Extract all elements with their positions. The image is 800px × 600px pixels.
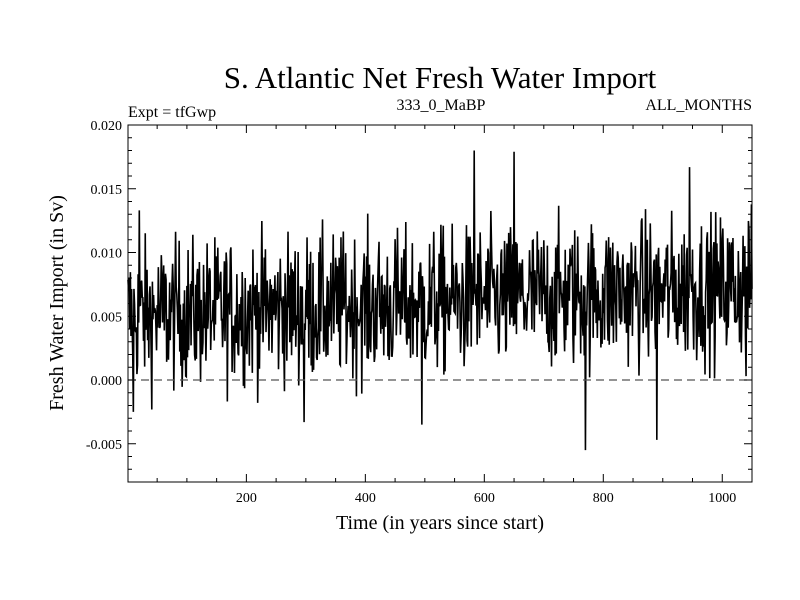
- y-tick-label: 0.015: [91, 183, 123, 198]
- y-tick-label: 0.020: [91, 119, 123, 134]
- experiment-label: Expt = tfGwp: [128, 104, 216, 121]
- chart-title: S. Atlantic Net Fresh Water Import: [224, 60, 657, 95]
- y-tick-label: 0.010: [91, 247, 123, 262]
- x-tick-label: 800: [593, 491, 614, 506]
- plot-data-lines: [127, 150, 753, 451]
- y-axis: -0.005 0.000 0.005 0.010 0.015 0.020: [86, 119, 752, 470]
- x-tick-label: 200: [236, 491, 257, 506]
- y-tick-label: 0.005: [91, 310, 123, 325]
- x-axis: 200 400 600 800 1000: [156, 125, 753, 506]
- y-tick-label: -0.005: [86, 438, 122, 453]
- x-tick-label: 400: [355, 491, 376, 506]
- x-tick-label: 1000: [708, 491, 736, 506]
- period-label: 333_0_MaBP: [397, 97, 486, 114]
- y-tick-label: 0.000: [91, 374, 123, 389]
- y-axis-label: Fresh Water Import (in Sv): [46, 195, 68, 411]
- series-line: [127, 150, 753, 451]
- x-tick-label: 600: [474, 491, 495, 506]
- x-axis-label: Time (in years since start): [336, 512, 544, 534]
- months-label: ALL_MONTHS: [645, 97, 752, 114]
